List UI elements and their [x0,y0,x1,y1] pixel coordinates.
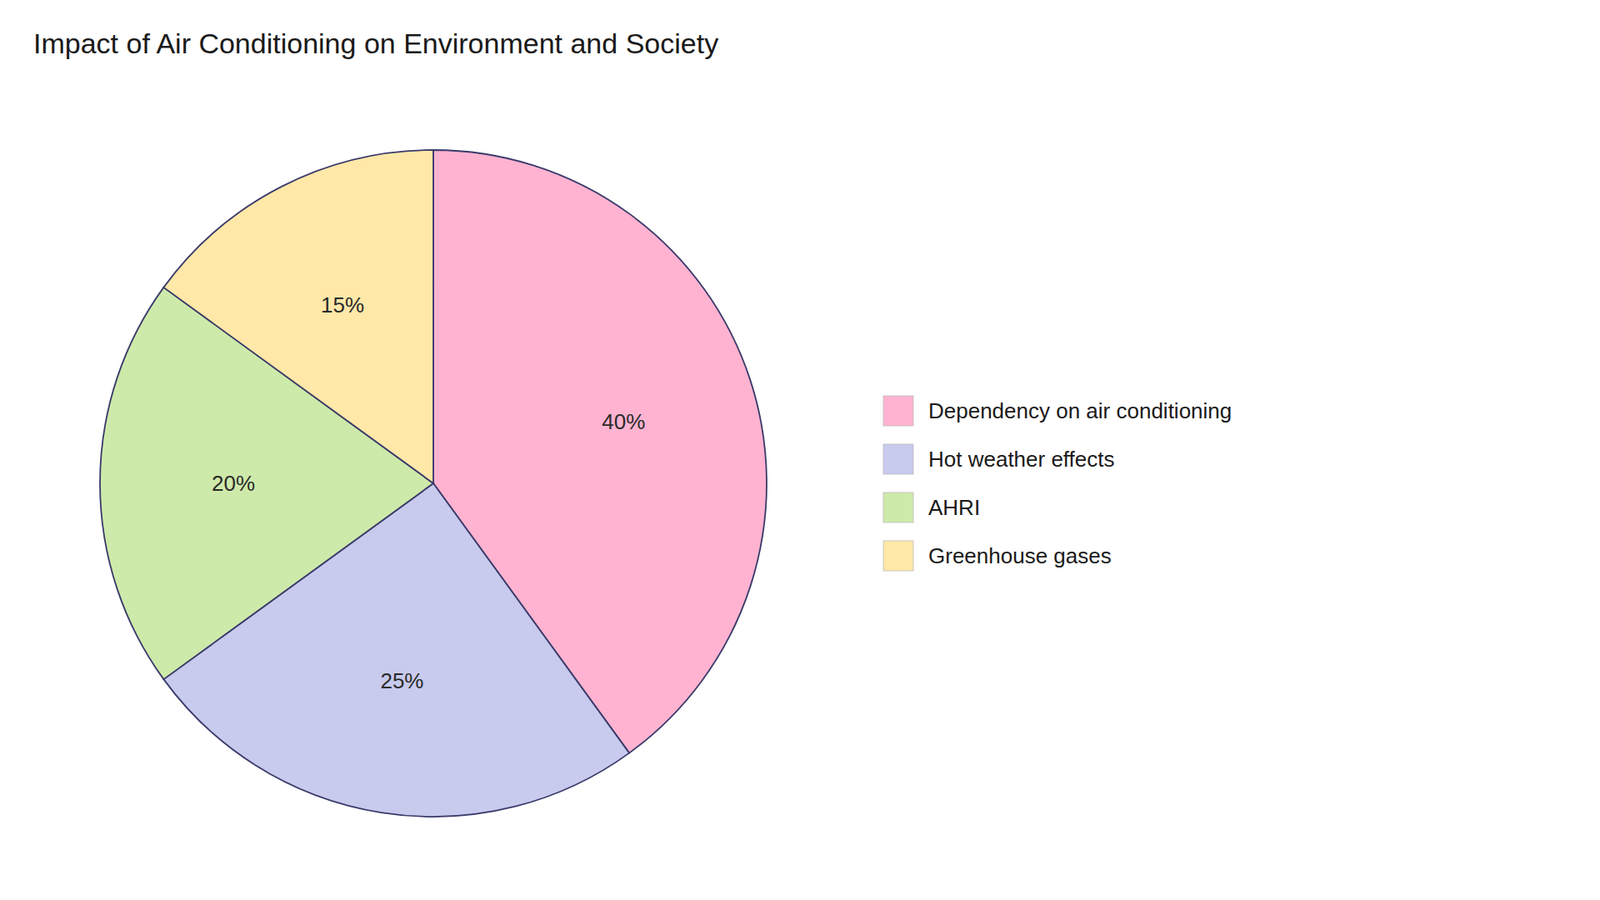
data-label: 25% [380,668,424,694]
legend-swatch [883,492,914,523]
legend-label: Dependency on air conditioning [928,398,1232,424]
chart: Impact of Air Conditioning on Environmen… [0,0,1600,900]
legend-item: AHRI [883,492,980,523]
title: Impact of Air Conditioning on Environmen… [33,27,719,60]
legend-item: Dependency on air conditioning [883,395,1232,426]
data-label: 15% [320,292,365,318]
legend: Dependency on air conditioning Hot weathe… [883,395,1232,571]
pie [100,150,767,817]
legend-swatch [883,540,914,571]
legend-swatch [883,395,914,426]
data-label: 40% [601,409,645,435]
data-label: 20% [211,470,255,496]
legend-item: Greenhouse gases [883,540,1112,571]
data-labels: 40% 25% 20% 15% [211,292,645,694]
legend-label: AHRI [928,495,980,520]
legend-swatch [883,444,914,475]
legend-label: Hot weather effects [928,446,1115,472]
legend-item: Hot weather effects [883,444,1115,475]
legend-label: Greenhouse gases [928,543,1112,569]
pie-slice [163,150,434,484]
